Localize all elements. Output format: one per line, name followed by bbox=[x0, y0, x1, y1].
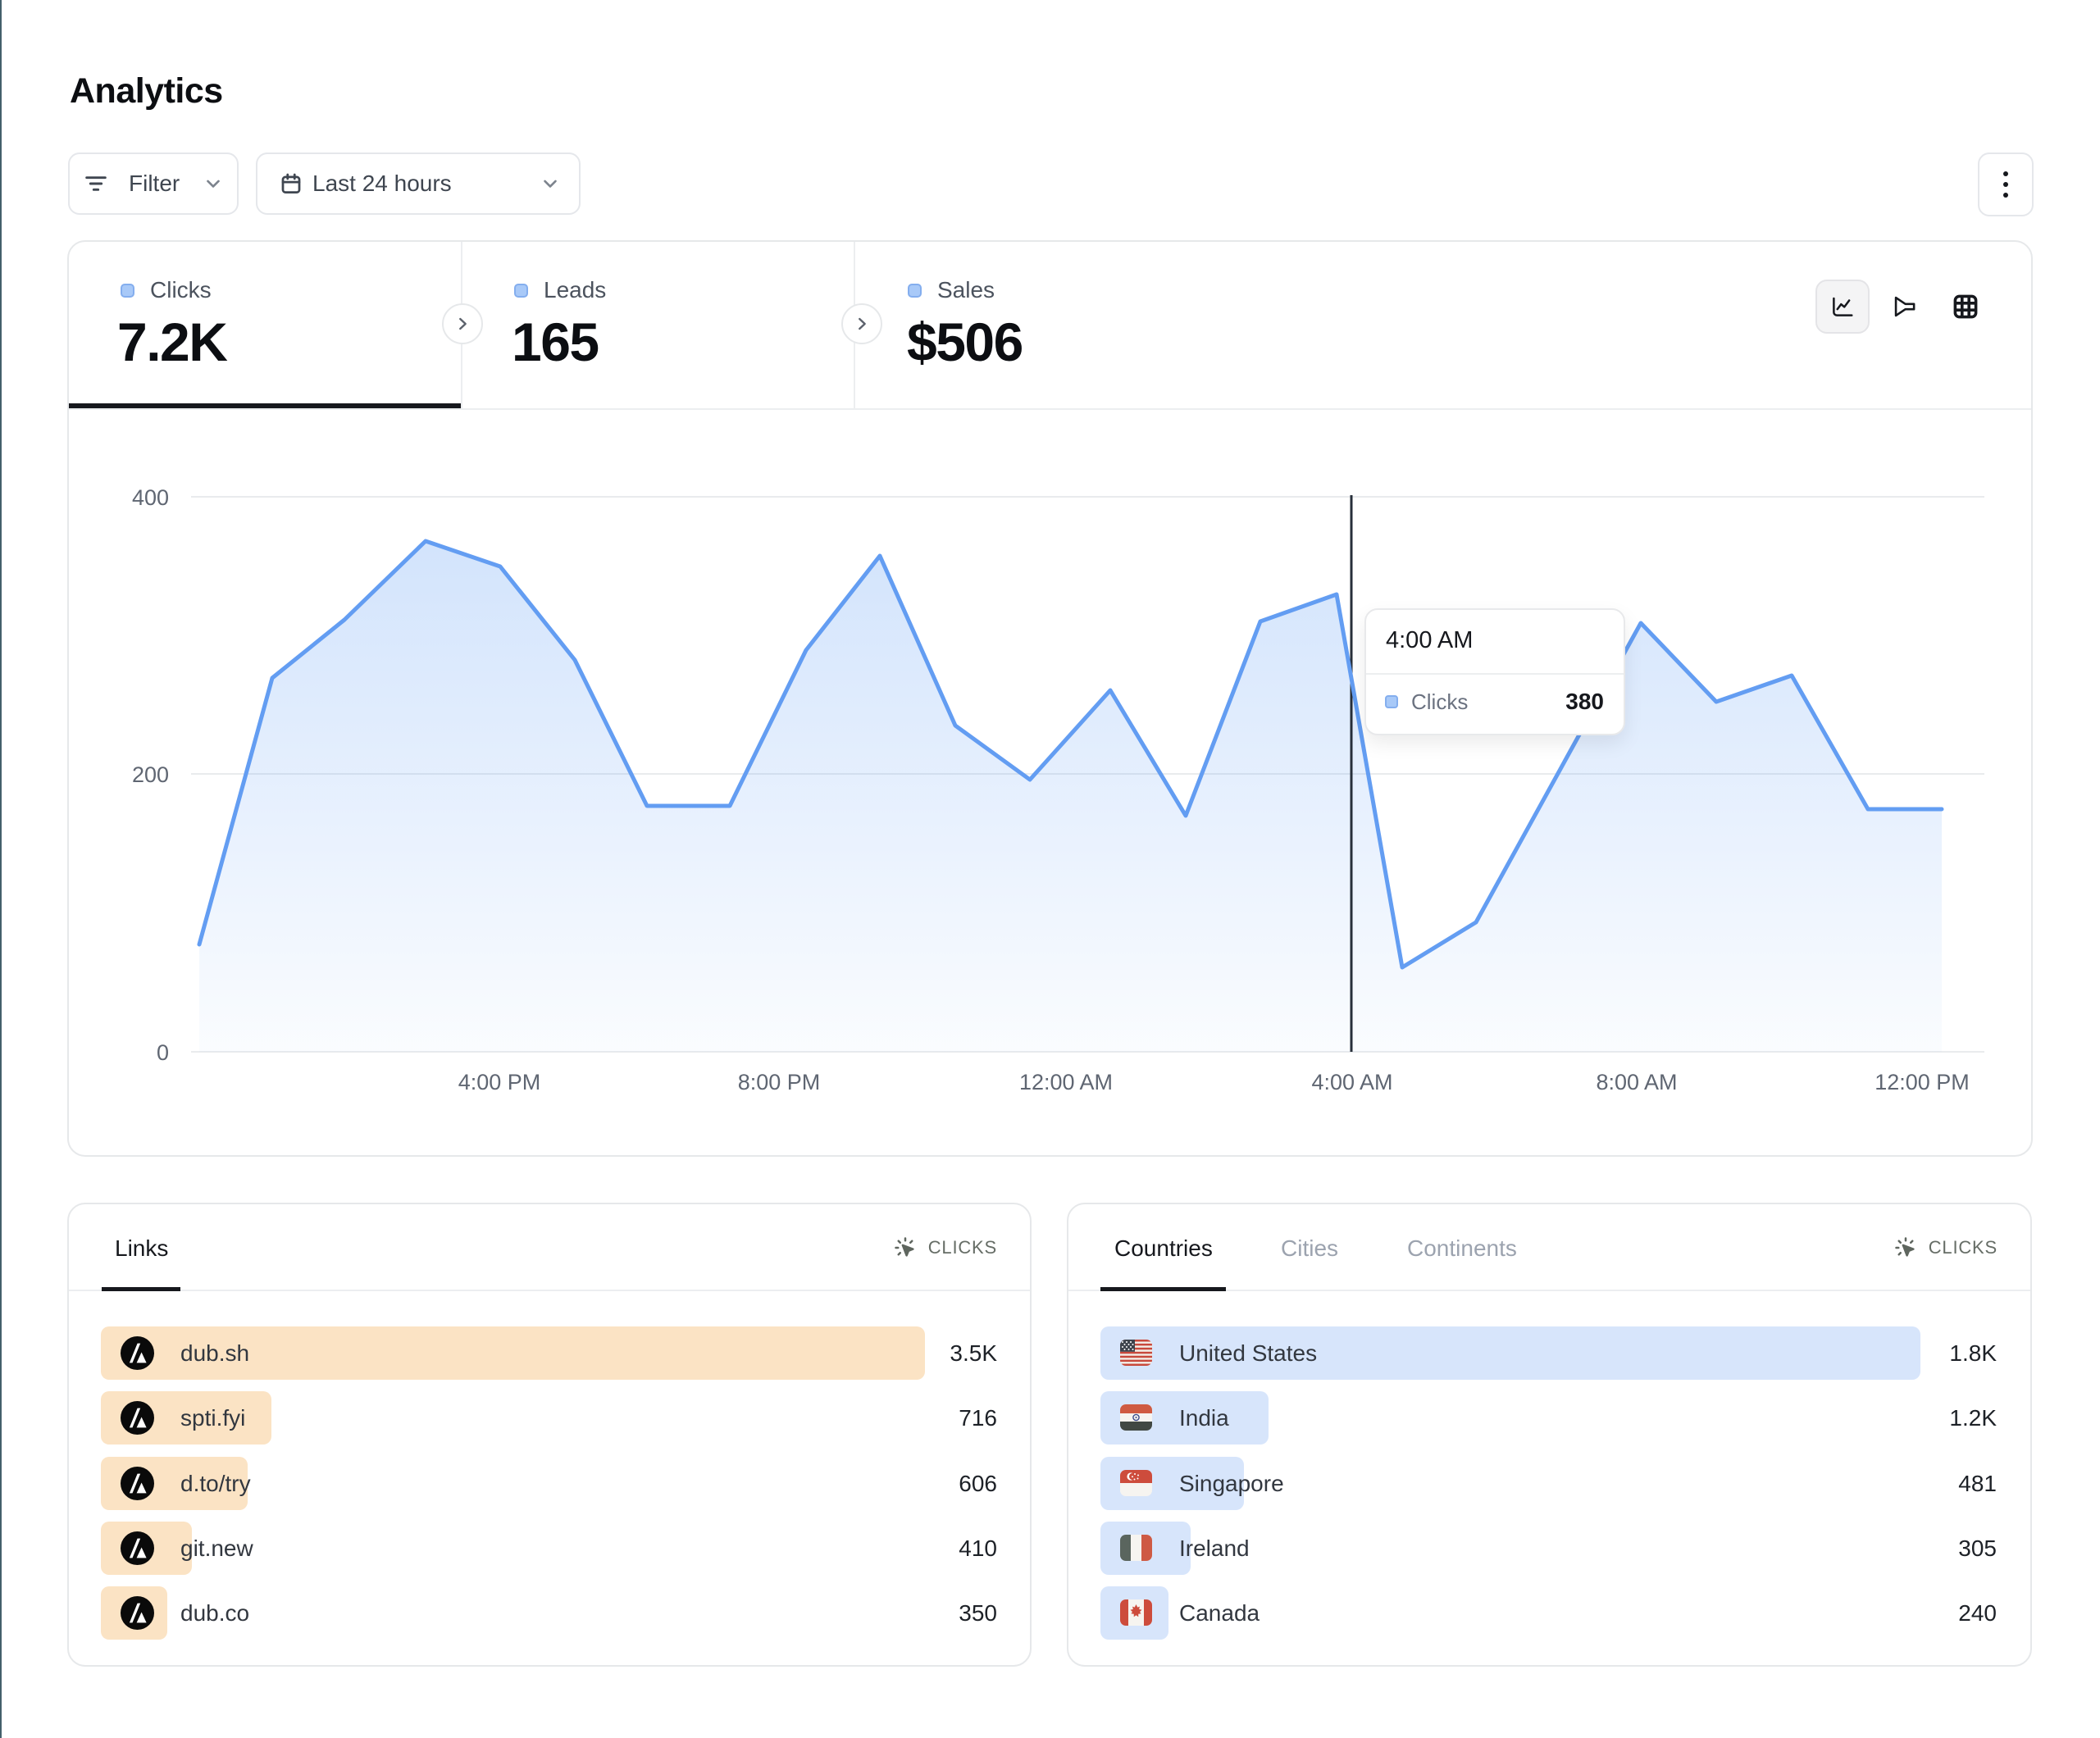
svg-text:0: 0 bbox=[157, 1040, 169, 1065]
svg-text:200: 200 bbox=[132, 762, 169, 787]
svg-text:4:00 AM: 4:00 AM bbox=[1311, 1070, 1392, 1094]
svg-text:12:00 AM: 12:00 AM bbox=[1019, 1070, 1113, 1094]
svg-text:400: 400 bbox=[132, 485, 169, 510]
svg-text:8:00 PM: 8:00 PM bbox=[738, 1070, 821, 1094]
svg-text:8:00 AM: 8:00 AM bbox=[1596, 1070, 1677, 1094]
svg-text:4:00 PM: 4:00 PM bbox=[458, 1070, 541, 1094]
svg-text:12:00 PM: 12:00 PM bbox=[1875, 1070, 1970, 1094]
